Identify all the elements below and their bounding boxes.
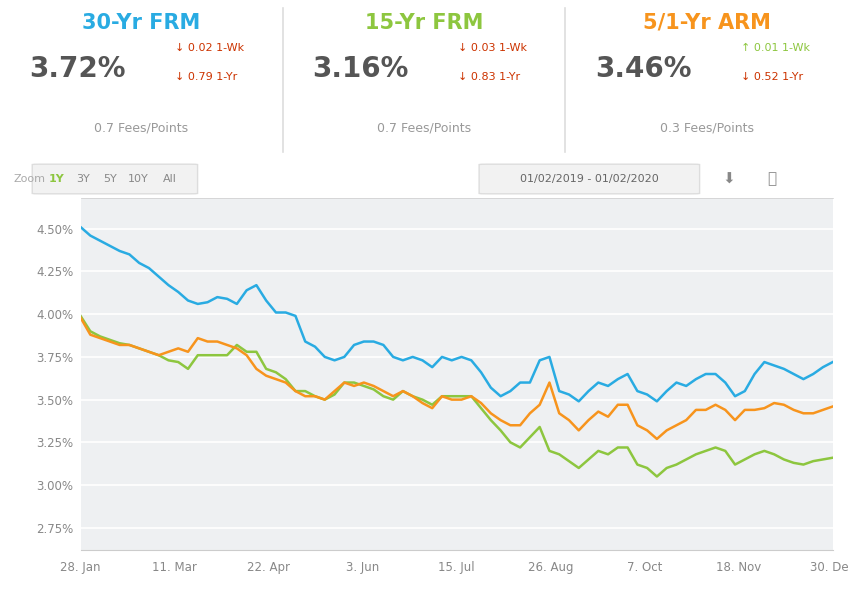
Text: 0.7 Fees/Points: 0.7 Fees/Points bbox=[377, 121, 471, 134]
Text: ↓ 0.02 1-Wk: ↓ 0.02 1-Wk bbox=[176, 43, 244, 53]
Text: 01/02/2019 - 01/02/2020: 01/02/2019 - 01/02/2020 bbox=[520, 174, 659, 184]
Text: 3Y: 3Y bbox=[76, 174, 90, 184]
Text: 30-Yr FRM: 30-Yr FRM bbox=[82, 13, 200, 33]
Text: ↓ 0.52 1-Yr: ↓ 0.52 1-Yr bbox=[740, 72, 803, 82]
Text: Zoom: Zoom bbox=[14, 174, 46, 184]
Text: ↑ 0.01 1-Wk: ↑ 0.01 1-Wk bbox=[740, 43, 810, 53]
Text: 3.16%: 3.16% bbox=[312, 55, 409, 83]
Text: 0.7 Fees/Points: 0.7 Fees/Points bbox=[94, 121, 188, 134]
Text: 5Y: 5Y bbox=[103, 174, 117, 184]
Text: 15-Yr FRM: 15-Yr FRM bbox=[365, 13, 483, 33]
Text: ↓ 0.03 1-Wk: ↓ 0.03 1-Wk bbox=[458, 43, 527, 53]
FancyBboxPatch shape bbox=[479, 164, 700, 194]
FancyBboxPatch shape bbox=[32, 164, 198, 194]
Text: ⎙: ⎙ bbox=[767, 172, 776, 187]
Text: All: All bbox=[163, 174, 176, 184]
Text: 3.72%: 3.72% bbox=[30, 55, 126, 83]
Text: 1Y: 1Y bbox=[49, 174, 64, 184]
Text: ↓ 0.83 1-Yr: ↓ 0.83 1-Yr bbox=[458, 72, 520, 82]
Text: 5/1-Yr ARM: 5/1-Yr ARM bbox=[643, 13, 771, 33]
Text: ⬇: ⬇ bbox=[722, 172, 736, 187]
Text: 3.46%: 3.46% bbox=[594, 55, 691, 83]
Text: 10Y: 10Y bbox=[128, 174, 148, 184]
Text: 0.3 Fees/Points: 0.3 Fees/Points bbox=[660, 121, 754, 134]
Text: ↓ 0.79 1-Yr: ↓ 0.79 1-Yr bbox=[176, 72, 237, 82]
